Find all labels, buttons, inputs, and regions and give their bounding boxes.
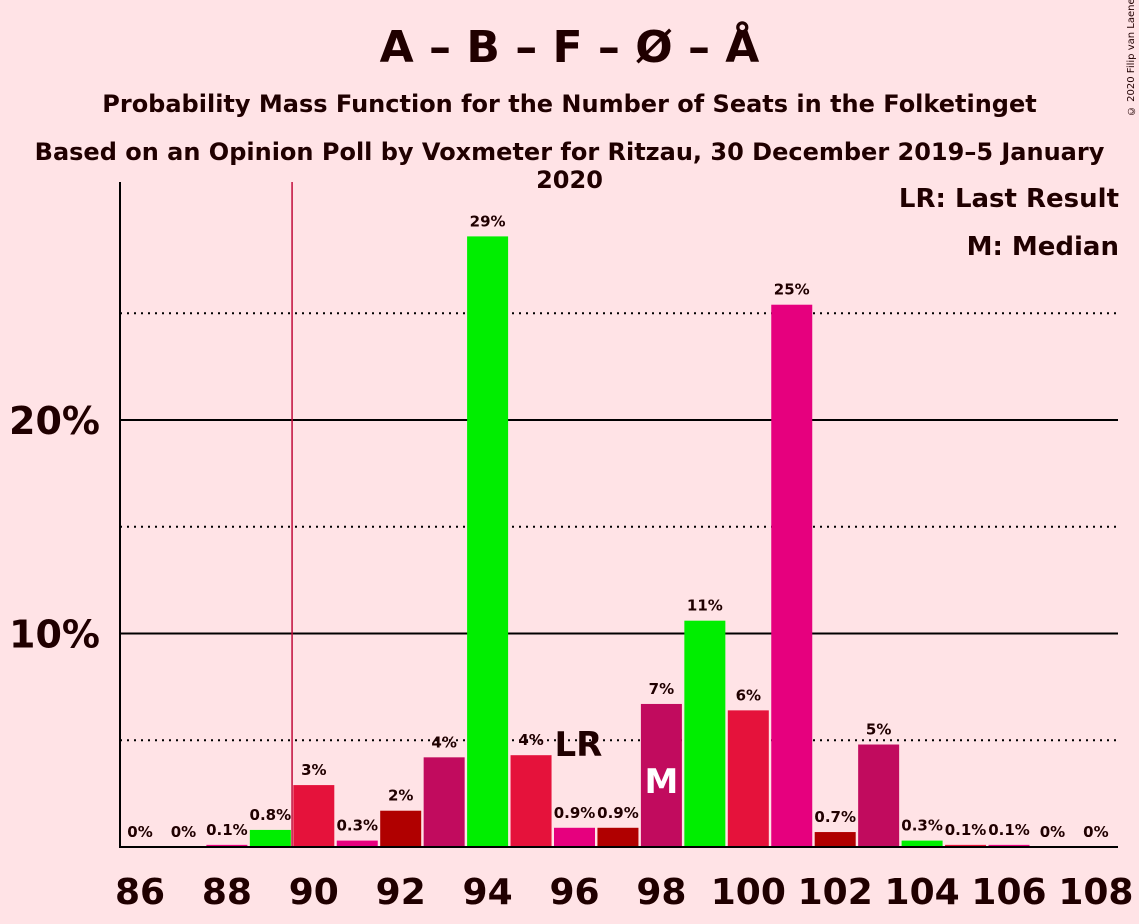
x-tick-label: 86 (115, 872, 165, 913)
bar-103 (858, 744, 900, 847)
bar-105 (945, 844, 987, 847)
data-label-86: 0% (127, 823, 152, 841)
bar-89 (249, 829, 291, 847)
x-tick-label: 98 (636, 872, 686, 913)
x-tick-label: 106 (971, 872, 1046, 913)
data-label-103: 5% (866, 721, 891, 739)
data-label-95: 4% (518, 731, 543, 749)
bar-88 (206, 844, 248, 847)
bar-95 (510, 755, 552, 847)
data-label-96: 0.9% (554, 804, 596, 822)
data-label-91: 0.3% (336, 817, 378, 835)
x-tick-label: 100 (711, 872, 786, 913)
y-tick-label: 20% (9, 399, 100, 443)
bar-94 (467, 236, 509, 847)
data-label-100: 6% (736, 686, 761, 704)
x-tick-label: 92 (376, 872, 426, 913)
data-label-93: 4% (431, 733, 456, 751)
x-tick-label: 108 (1058, 872, 1133, 913)
x-tick-label: 96 (549, 872, 599, 913)
bar-90 (293, 785, 335, 847)
bar-97 (597, 827, 639, 847)
legend-last-result: LR: Last Result (898, 184, 1119, 214)
bar-92 (380, 810, 422, 847)
x-tick-label: 88 (202, 872, 252, 913)
data-label-89: 0.8% (250, 806, 292, 824)
bar-104 (901, 840, 943, 847)
data-label-94: 29% (470, 212, 506, 230)
median-marker: M (644, 762, 678, 802)
legend-median: M: Median (966, 232, 1119, 262)
chart-subtitle-poll: Based on an Opinion Poll by Voxmeter for… (34, 138, 1105, 194)
x-tick-label: 102 (798, 872, 873, 913)
data-label-98: 7% (649, 680, 674, 698)
data-label-101: 25% (774, 281, 810, 299)
data-label-102: 0.7% (814, 808, 856, 826)
bar-99 (684, 620, 726, 847)
bar-91 (336, 840, 378, 847)
bar-100 (727, 710, 769, 847)
last-result-marker: LR (555, 725, 603, 765)
x-tick-label: 90 (289, 872, 339, 913)
x-tick-label: 104 (885, 872, 960, 913)
bar-102 (814, 832, 856, 847)
bar-106 (988, 844, 1030, 847)
data-label-105: 0.1% (945, 821, 987, 839)
data-label-107: 0% (1040, 823, 1065, 841)
bar-96 (554, 827, 595, 847)
chart-title: A – B – F – Ø – Å (379, 22, 760, 73)
chart-subtitle: Probability Mass Function for the Number… (102, 90, 1037, 118)
data-label-90: 3% (301, 761, 326, 779)
bar-101 (771, 304, 813, 848)
data-label-88: 0.1% (206, 821, 248, 839)
x-tick-label: 94 (463, 872, 513, 913)
data-label-106: 0.1% (988, 821, 1030, 839)
data-label-99: 11% (687, 597, 723, 615)
data-label-104: 0.3% (901, 817, 943, 835)
bar-98 (640, 703, 682, 847)
bar-93 (423, 757, 465, 847)
data-label-87: 0% (171, 823, 196, 841)
data-label-108: 0% (1083, 823, 1108, 841)
data-label-92: 2% (388, 787, 413, 805)
y-tick-label: 10% (9, 613, 100, 657)
data-label-97: 0.9% (597, 804, 639, 822)
